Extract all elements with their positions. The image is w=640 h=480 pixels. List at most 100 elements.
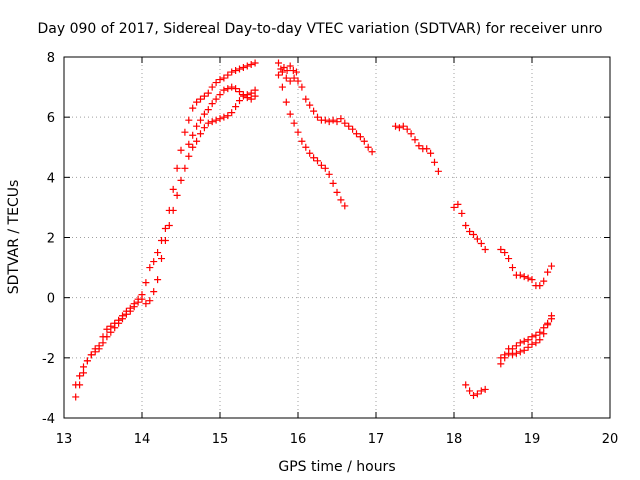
- data-point: [509, 345, 516, 353]
- series-track-g: [392, 122, 442, 175]
- data-point: [337, 115, 345, 123]
- data-point: [208, 83, 216, 91]
- data-point: [232, 67, 240, 75]
- data-point: [333, 118, 341, 126]
- data-point: [540, 324, 548, 332]
- data-point: [239, 64, 247, 72]
- data-point: [470, 230, 477, 238]
- data-point: [216, 115, 224, 123]
- axis-ticks: 13 14 15 16 17 18 19 20 -4 -2 0 2 4 6 8: [42, 51, 618, 447]
- data-point: [204, 106, 212, 114]
- data-point: [134, 298, 142, 306]
- data-point: [280, 64, 288, 72]
- data-point: [473, 390, 481, 398]
- data-point: [310, 107, 318, 115]
- data-point: [536, 328, 544, 336]
- data-point: [91, 348, 99, 356]
- data-point: [548, 262, 555, 270]
- data-point: [516, 339, 524, 347]
- data-point: [220, 74, 228, 82]
- data-point: [177, 146, 185, 154]
- data-point: [356, 133, 364, 141]
- data-point: [473, 235, 481, 243]
- x-tick-label: 17: [368, 432, 385, 447]
- data-point: [232, 85, 240, 93]
- data-point: [243, 62, 251, 70]
- data-point: [392, 122, 399, 130]
- series-track-d: [275, 59, 376, 156]
- data-point: [411, 136, 419, 144]
- data-point: [216, 76, 224, 84]
- data-point: [470, 391, 477, 399]
- data-point: [294, 77, 302, 85]
- data-point: [325, 170, 333, 178]
- x-tick-label: 16: [290, 432, 307, 447]
- data-point: [520, 337, 528, 345]
- data-point: [524, 336, 532, 344]
- data-point: [277, 65, 285, 73]
- data-point: [247, 95, 255, 103]
- data-point: [353, 130, 360, 138]
- data-point: [146, 264, 154, 272]
- data-point: [321, 116, 329, 124]
- data-point: [111, 324, 119, 332]
- data-point: [208, 118, 216, 126]
- data-point: [278, 83, 286, 91]
- data-point: [275, 71, 282, 79]
- data-point: [341, 202, 349, 210]
- data-point: [286, 62, 294, 70]
- data-point: [501, 351, 509, 359]
- data-point: [220, 113, 228, 121]
- data-point: [286, 110, 294, 118]
- data-point: [544, 268, 552, 276]
- data-point: [216, 91, 224, 99]
- y-tick-label: 0: [47, 292, 55, 307]
- data-point: [524, 343, 532, 351]
- data-point: [247, 89, 255, 97]
- data-point: [512, 342, 520, 350]
- y-tick-label: -2: [42, 352, 55, 367]
- data-point: [95, 345, 103, 353]
- data-point: [138, 295, 146, 303]
- data-point: [181, 164, 189, 172]
- data-point: [528, 340, 536, 348]
- data-point: [333, 188, 341, 196]
- data-point: [212, 79, 220, 87]
- x-tick-label: 19: [524, 432, 541, 447]
- data-point: [462, 381, 470, 389]
- data-point: [302, 143, 310, 151]
- data-point: [193, 137, 201, 145]
- data-point: [325, 118, 333, 126]
- data-point: [548, 315, 555, 323]
- data-point: [286, 77, 294, 85]
- data-point: [540, 277, 548, 285]
- data-point: [224, 85, 232, 93]
- data-point: [189, 143, 197, 151]
- data-point: [292, 68, 300, 76]
- data-point: [76, 372, 84, 380]
- data-point: [462, 221, 470, 229]
- data-point: [395, 124, 403, 132]
- data-point: [251, 92, 259, 100]
- data-point: [466, 387, 474, 395]
- data-point: [251, 86, 259, 94]
- data-point: [294, 128, 302, 136]
- data-point: [317, 161, 325, 169]
- data-point: [505, 255, 513, 263]
- series-track-h: [450, 200, 489, 254]
- data-point: [103, 333, 111, 341]
- data-point: [185, 116, 193, 124]
- data-point: [154, 276, 162, 284]
- x-tick-label: 15: [212, 432, 229, 447]
- data-point: [80, 369, 87, 377]
- data-point: [337, 196, 345, 204]
- data-point: [107, 328, 115, 336]
- data-point: [200, 110, 208, 118]
- x-axis-label: GPS time / hours: [278, 459, 395, 475]
- data-point: [150, 288, 158, 296]
- data-point: [345, 122, 353, 130]
- data-point: [481, 246, 489, 254]
- data-point: [321, 164, 329, 172]
- data-point: [368, 148, 376, 156]
